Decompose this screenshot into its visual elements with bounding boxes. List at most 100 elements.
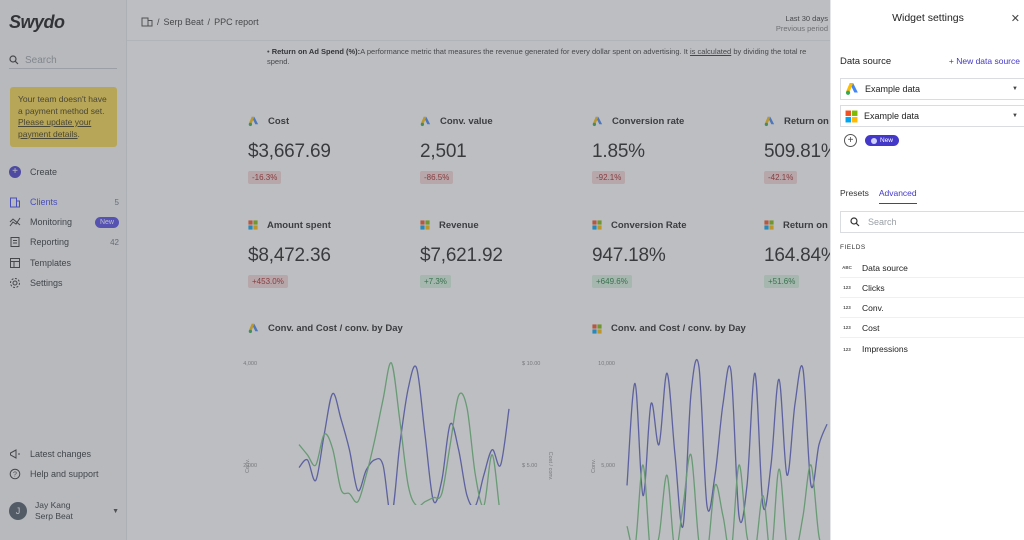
y2-axis-label: Cost / conv.	[547, 452, 553, 481]
y-tick-top: 10,000	[598, 361, 615, 367]
field-label: Conv.	[862, 302, 884, 313]
type-badge: 123	[843, 325, 851, 330]
field-search-input[interactable]: Search	[840, 211, 1024, 233]
kpi-change: +649.6%	[592, 275, 632, 288]
microsoft-icon	[764, 220, 774, 230]
kpi-conversion-rate-2[interactable]: Conversion Rate 947.18% +649.6%	[592, 218, 752, 288]
field-data-source[interactable]: ABC Data source	[840, 258, 1024, 278]
kpi-amount-spent[interactable]: Amount spent $8,472.36 +453.0%	[248, 218, 408, 288]
data-source-select-google-ads[interactable]: Example data ▼	[840, 78, 1024, 100]
latest-changes-label: Latest changes	[30, 449, 92, 459]
field-label: Clicks	[862, 282, 885, 293]
template-icon	[9, 257, 21, 269]
microsoft-icon	[592, 220, 602, 230]
field-clicks[interactable]: 123 Clicks	[840, 278, 1024, 298]
gear-icon	[9, 277, 21, 289]
clients-count: 5	[114, 197, 119, 207]
chart-1-title[interactable]: Conv. and Cost / conv. by Day	[248, 323, 403, 334]
kpi-change: +51.6%	[764, 275, 800, 288]
sidebar-item-templates[interactable]: Templates	[9, 255, 119, 271]
chevron-down-icon: ▼	[1012, 113, 1018, 119]
new-data-source-button[interactable]: + New data source	[948, 56, 1020, 66]
kpi-label: Return on	[784, 115, 829, 127]
series-line-1	[626, 359, 828, 529]
series-line-2	[626, 453, 821, 540]
date-range[interactable]: Last 30 days Previous period	[776, 14, 828, 34]
kpi-conversion-rate[interactable]: Conversion rate 1.85% -92.1%	[592, 114, 752, 184]
kpi-value: $8,472.36	[248, 245, 331, 266]
data-source-value: Example data	[864, 111, 920, 121]
sidebar: Swydo Search Your team doesn't have a pa…	[0, 0, 127, 540]
user-menu[interactable]: J Jay Kang Serp Beat ▼	[9, 500, 119, 522]
add-circle-icon[interactable]: +	[844, 134, 857, 147]
sidebar-item-settings[interactable]: Settings	[9, 275, 119, 291]
reporting-count: 42	[110, 237, 119, 247]
new-pill-label: New	[880, 137, 894, 144]
avatar: J	[9, 502, 27, 520]
field-label: Cost	[862, 322, 880, 333]
tab-presets[interactable]: Presets	[840, 188, 869, 198]
alert-text: Your team doesn't have a payment method …	[18, 94, 107, 116]
update-payment-link[interactable]: Please update your payment details	[18, 117, 92, 139]
user-name: Jay Kang	[35, 500, 71, 510]
field-cost[interactable]: 123 Cost	[840, 318, 1024, 338]
chart-2-title[interactable]: Conv. and Cost / conv. by Day	[592, 323, 746, 334]
add-data-source-row: + New	[844, 134, 900, 147]
note-term: Return on Ad Spend (%):	[271, 47, 361, 56]
sidebar-search[interactable]: Search	[9, 52, 117, 69]
panel-title: Widget settings	[892, 12, 964, 24]
sidebar-item-monitoring[interactable]: Monitoring New	[9, 214, 119, 230]
plus-icon: +	[9, 166, 21, 178]
kpi-revenue[interactable]: Revenue $7,621.92 +7.3%	[420, 218, 580, 288]
type-badge: ABC	[842, 265, 852, 270]
latest-changes-link[interactable]: Latest changes	[9, 446, 119, 462]
breadcrumb: / Serp Beat / PPC report	[141, 16, 259, 27]
microsoft-icon	[592, 323, 602, 334]
date-range-compare: Previous period	[775, 24, 828, 33]
new-pill[interactable]: New	[865, 135, 900, 146]
kpi-change: +7.3%	[420, 275, 451, 288]
data-source-select-microsoft[interactable]: Example data ▼	[840, 105, 1024, 127]
chevron-down-icon: ▼	[112, 507, 119, 515]
help-support-link[interactable]: ? Help and support	[9, 466, 119, 482]
trend-icon	[9, 216, 21, 228]
google-ads-icon	[764, 116, 775, 127]
y-tick-mid: 5,000	[601, 463, 615, 469]
modal-backdrop[interactable]	[0, 0, 830, 540]
y-axis-label: Conv.	[245, 459, 251, 473]
kpi-conv-value[interactable]: Conv. value 2,501 -86.5%	[420, 114, 580, 184]
help-support-label: Help and support	[30, 469, 99, 479]
google-ads-icon	[845, 82, 859, 96]
kpi-value: 509.81%	[764, 141, 830, 162]
sidebar-item-label: Clients	[30, 197, 58, 207]
microsoft-icon	[420, 220, 430, 230]
kpi-label: Conversion Rate	[611, 219, 687, 231]
google-ads-icon	[420, 116, 431, 127]
series-line-1	[298, 365, 510, 505]
kpi-return-on-ad-spend[interactable]: Return on 509.81% -42.1%	[764, 114, 830, 184]
note-text-2: by dividing the total re	[731, 47, 807, 56]
kpi-label: Amount spent	[267, 219, 331, 231]
microsoft-icon	[248, 220, 258, 230]
crumb-report[interactable]: PPC report	[214, 16, 259, 27]
kpi-return-on-ad-spend-2[interactable]: Return on 164.84% +51.6%	[764, 218, 830, 288]
chart-1[interactable]: 4,000 2,000 Conv. $ 10.00 $ 5.00 Cost / …	[239, 355, 555, 505]
kpi-cost[interactable]: Cost $3,667.69 -16.3%	[248, 114, 408, 184]
field-label: Impressions	[862, 344, 908, 354]
field-conv[interactable]: 123 Conv.	[840, 298, 1024, 318]
search-placeholder: Search	[868, 217, 897, 227]
payment-alert: Your team doesn't have a payment method …	[10, 87, 117, 147]
tab-advanced[interactable]: Advanced	[878, 188, 917, 204]
kpi-value: 947.18%	[592, 245, 666, 266]
field-impressions[interactable]: 123 Impressions	[840, 339, 1024, 359]
kpi-label: Conversion rate	[612, 115, 685, 127]
sidebar-item-reporting[interactable]: Reporting 42	[9, 234, 119, 250]
close-icon[interactable]: ✕	[1010, 13, 1020, 25]
chart-2[interactable]: 10,000 5,000 Conv.	[585, 355, 830, 540]
y2-tick-top: $ 10.00	[522, 361, 540, 367]
crumb-client[interactable]: Serp Beat	[163, 16, 204, 27]
create-button[interactable]: + Create	[9, 164, 119, 180]
dot-icon	[871, 137, 877, 144]
kpi-change: -92.1%	[592, 171, 626, 184]
swydo-logo[interactable]: Swydo	[9, 12, 65, 32]
